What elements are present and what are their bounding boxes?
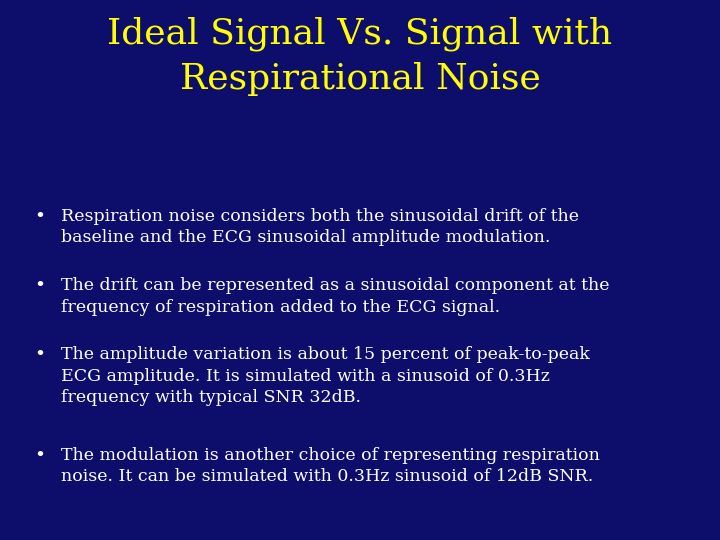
- Text: Ideal Signal Vs. Signal with
Respirational Noise: Ideal Signal Vs. Signal with Respiration…: [107, 16, 613, 96]
- Text: •: •: [34, 208, 45, 226]
- Text: The drift can be represented as a sinusoidal component at the
frequency of respi: The drift can be represented as a sinuso…: [61, 277, 610, 315]
- Text: •: •: [34, 447, 45, 464]
- Text: •: •: [34, 277, 45, 295]
- Text: Respiration noise considers both the sinusoidal drift of the
baseline and the EC: Respiration noise considers both the sin…: [61, 208, 579, 246]
- Text: •: •: [34, 346, 45, 364]
- Text: The modulation is another choice of representing respiration
noise. It can be si: The modulation is another choice of repr…: [61, 447, 600, 485]
- Text: The amplitude variation is about 15 percent of peak-to-peak
ECG amplitude. It is: The amplitude variation is about 15 perc…: [61, 346, 590, 406]
